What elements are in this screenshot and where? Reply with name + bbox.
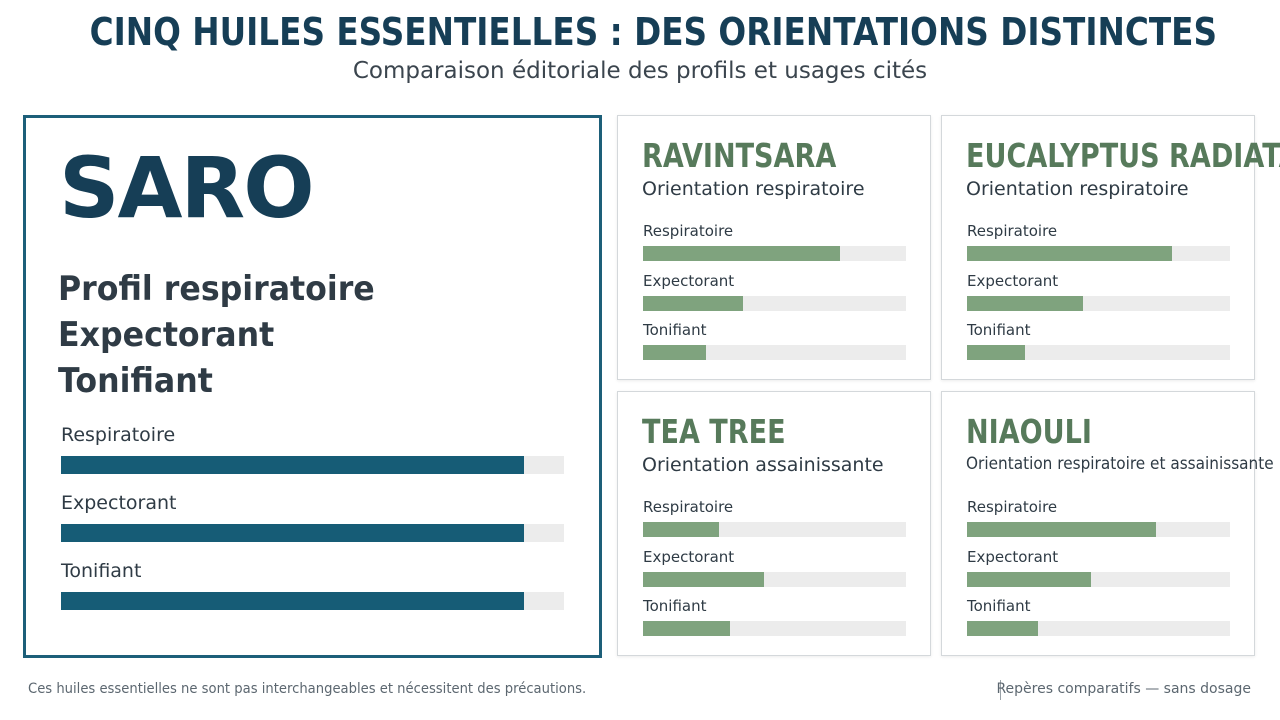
feature-trait: Profil respiratoire (58, 269, 375, 309)
bar-track (643, 296, 906, 311)
feature-trait-list: Profil respiratoire Expectorant Tonifian… (58, 266, 399, 404)
oil-name: TEA TREE (642, 412, 786, 451)
bar-expectorant (967, 572, 1091, 587)
bar-expectorant (967, 296, 1083, 311)
bar-track (967, 246, 1230, 261)
bar-label: Tonifiant (967, 321, 1031, 339)
bar-track (643, 345, 906, 360)
bar-track (643, 246, 906, 261)
bar-tonifiant (61, 592, 524, 610)
oil-orientation: Orientation respiratoire (642, 178, 865, 200)
oil-card-eucalyptus-radiata: EUCALYPTUS RADIATA Orientation respiratoi… (941, 115, 1280, 380)
oil-name: RAVINTSARA (642, 136, 837, 175)
oil-orientation: Orientation respiratoire (966, 178, 1189, 200)
oil-name: EUCALYPTUS RADIATA (966, 136, 1280, 175)
bar-label: Respiratoire (643, 498, 734, 516)
bar-tonifiant (643, 621, 730, 636)
bar-track (643, 572, 906, 587)
bar-respiratoire (61, 456, 524, 474)
feature-oil-name: SARO (59, 139, 315, 237)
bar-label: Respiratoire (967, 222, 1058, 240)
bar-tonifiant (967, 621, 1038, 636)
bar-tonifiant (967, 345, 1025, 360)
bar-label: Respiratoire (61, 424, 176, 446)
bar-track (967, 345, 1230, 360)
feature-card-saro: SARO Profil respiratoire Expectorant Ton… (23, 115, 602, 658)
oil-name: NIAOULI (966, 412, 1092, 451)
bar-label: Respiratoire (643, 222, 734, 240)
bar-expectorant (61, 524, 524, 542)
footer-divider (1000, 680, 1001, 700)
feature-trait: Expectorant (58, 315, 275, 355)
oil-card-tea-tree: TEA TREE Orientation assainissante Respira… (617, 391, 931, 656)
bar-label: Tonifiant (643, 321, 707, 339)
bar-tonifiant (643, 345, 707, 360)
bar-label: Tonifiant (61, 560, 142, 582)
oil-orientation: Orientation respiratoire et assainissant… (966, 454, 1274, 474)
bar-label: Expectorant (61, 492, 177, 514)
bar-expectorant (643, 572, 764, 587)
bar-track (643, 522, 906, 537)
bar-label: Expectorant (643, 548, 735, 566)
bar-label: Tonifiant (643, 597, 707, 615)
bar-label: Expectorant (967, 548, 1059, 566)
bar-label: Expectorant (643, 272, 735, 290)
bar-track (967, 296, 1230, 311)
bar-track (643, 621, 906, 636)
oil-card-niaouli: NIAOULI Orientation respiratoire et assai… (941, 391, 1274, 656)
bar-track (61, 524, 564, 542)
oil-orientation: Orientation assainissante (642, 454, 884, 476)
bar-expectorant (643, 296, 743, 311)
bar-respiratoire (967, 246, 1173, 261)
footer-note: Repères comparatifs — sans dosage (996, 681, 1251, 697)
page-title: CINQ HUILES ESSENTIELLES : DES ORIENTATI… (89, 10, 1217, 54)
footer-disclaimer: Ces huiles essentielles ne sont pas inte… (28, 681, 587, 697)
bar-track (967, 572, 1230, 587)
feature-trait: Tonifiant (58, 361, 213, 401)
bar-respiratoire (643, 246, 841, 261)
bar-respiratoire (967, 522, 1157, 537)
oil-card-ravintsara: RAVINTSARA Orientation respiratoire Respir… (617, 115, 931, 380)
bar-track (967, 522, 1230, 537)
bar-label: Expectorant (967, 272, 1059, 290)
bar-track (61, 456, 564, 474)
bar-track (61, 592, 564, 610)
bar-track (967, 621, 1230, 636)
bar-label: Tonifiant (967, 597, 1031, 615)
page-subtitle: Comparaison éditoriale des profils et us… (352, 58, 928, 84)
bar-label: Respiratoire (967, 498, 1058, 516)
bar-respiratoire (643, 522, 720, 537)
